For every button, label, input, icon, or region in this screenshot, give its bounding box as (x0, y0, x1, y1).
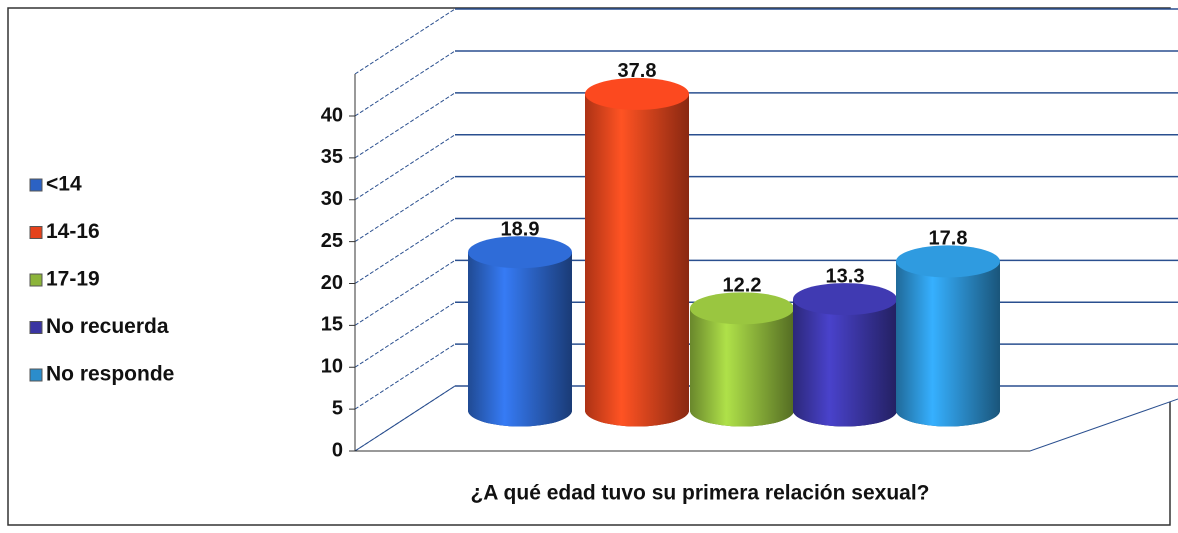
legend-label: 14-16 (46, 220, 100, 243)
side-grid-line (354, 343, 456, 410)
bar-top (585, 77, 689, 110)
y-tick-label: 40 (321, 104, 343, 126)
side-grid-line (354, 218, 456, 284)
y-tick-label: 0 (332, 439, 343, 461)
x-axis-label: ¿A qué edad tuvo su primera relación sex… (470, 482, 929, 505)
bar-top (793, 283, 897, 316)
bar-top (896, 245, 1000, 278)
y-tick-label: 25 (321, 230, 343, 252)
value-label: 37.8 (618, 60, 657, 82)
y-tick-label: 30 (321, 188, 343, 210)
side-grid-line (354, 176, 456, 243)
bar (690, 308, 794, 427)
side-grid-line (354, 259, 456, 326)
bar (468, 252, 572, 427)
bar (793, 299, 897, 427)
bar (896, 261, 1000, 427)
y-tick-label: 15 (321, 314, 343, 336)
legend-swatch (29, 226, 43, 239)
bar-top (690, 292, 794, 325)
side-grid-line (354, 92, 456, 159)
legend-label: No recuerda (46, 315, 169, 338)
legend-swatch (29, 321, 43, 334)
side-grid-line (354, 50, 456, 117)
value-label: 12.2 (723, 275, 762, 297)
y-tick-label: 20 (321, 272, 343, 294)
y-tick-label: 35 (321, 146, 343, 168)
side-grid-line (354, 134, 456, 201)
legend-swatch (29, 273, 43, 287)
side-top (354, 8, 456, 75)
legend-label: <14 (46, 173, 82, 196)
legend-label: No responde (46, 363, 174, 386)
side-grid-line (354, 301, 456, 368)
value-label: 13.3 (826, 265, 865, 287)
bar (585, 93, 689, 427)
y-tick-label: 5 (332, 397, 343, 419)
legend-label: 17-19 (46, 268, 100, 291)
value-label: 18.9 (501, 218, 540, 240)
legend-swatch (29, 368, 43, 382)
side-grid-line (354, 385, 456, 452)
value-label: 17.8 (929, 228, 968, 250)
y-tick-label: 10 (321, 356, 343, 378)
bar-top (468, 236, 572, 269)
legend-swatch (29, 178, 43, 192)
